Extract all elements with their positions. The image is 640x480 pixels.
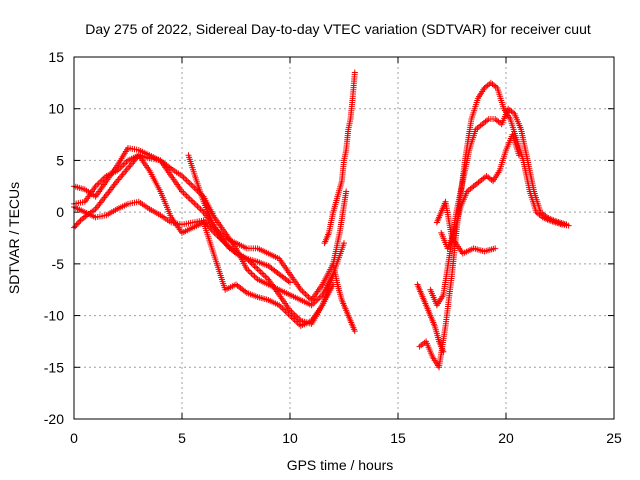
data-point: [305, 294, 312, 301]
data-series: [71, 198, 337, 327]
y-tick-label: 5: [56, 152, 64, 168]
data-point: [316, 294, 323, 301]
data-series: [433, 198, 499, 257]
data-series: [438, 131, 522, 252]
data-point: [256, 267, 263, 274]
y-tick-label: 0: [56, 204, 64, 220]
data-point: [180, 189, 187, 196]
y-tick-label: -20: [44, 411, 64, 427]
y-tick-label: -5: [52, 256, 65, 272]
data-point: [343, 188, 350, 195]
data-point: [302, 291, 309, 298]
plot-frame: [73, 56, 615, 420]
x-tick-label: 10: [282, 430, 298, 446]
data-point: [195, 204, 202, 211]
x-axis-label: GPS time / hours: [287, 457, 394, 473]
data-point: [94, 181, 101, 188]
data-point: [246, 268, 253, 275]
data-point: [76, 218, 83, 225]
data-point: [189, 198, 196, 205]
data-series: [71, 152, 337, 329]
data-point: [199, 207, 206, 214]
data-series: [330, 260, 358, 335]
data-point: [257, 268, 264, 275]
data-point: [296, 321, 303, 328]
x-tick-label: 5: [178, 430, 186, 446]
data-point: [74, 220, 81, 227]
y-axis-label: SDTVAR / TECUs: [6, 182, 22, 294]
data-point: [254, 266, 261, 273]
data-point: [260, 271, 267, 278]
data-point: [515, 152, 522, 159]
data-point: [120, 161, 127, 168]
data-point: [249, 271, 256, 278]
data-point: [183, 177, 190, 184]
data-point: [253, 264, 260, 271]
data-series: [71, 145, 350, 304]
data-point: [440, 348, 447, 355]
axis-ticks: 0 5 10 15 20 25 -20 -15 -10 -5 0 5 10 15: [44, 49, 622, 446]
data-point: [262, 273, 269, 280]
data-point: [72, 223, 79, 230]
data-series: [321, 69, 358, 247]
data-series: [416, 79, 572, 371]
data-point: [186, 180, 193, 187]
data-series: [414, 281, 447, 355]
data-point: [185, 178, 192, 185]
data-point: [194, 203, 201, 210]
x-tick-label: 15: [390, 430, 406, 446]
x-tick-label: 25: [606, 430, 622, 446]
data-point: [259, 270, 266, 277]
y-tick-label: 15: [48, 49, 64, 65]
data-point: [197, 206, 204, 213]
y-tick-label: -10: [44, 308, 64, 324]
data-point: [279, 305, 286, 312]
data-point: [95, 180, 102, 187]
data-point: [73, 221, 80, 228]
data-point: [492, 245, 499, 252]
data-point: [188, 197, 195, 204]
data-point: [186, 195, 193, 202]
data-point: [341, 240, 347, 247]
data-point: [183, 192, 190, 199]
data-series: [185, 152, 293, 286]
x-tick-label: 20: [498, 430, 514, 446]
grid-lines: [74, 57, 614, 419]
data-point: [185, 194, 192, 201]
data-point: [192, 201, 199, 208]
data-point: [182, 175, 189, 182]
data-point: [303, 292, 310, 299]
data-point: [182, 191, 189, 198]
data-point: [251, 263, 258, 270]
chart-title: Day 275 of 2022, Sidereal Day-to-day VTE…: [85, 21, 591, 37]
data-point: [310, 300, 317, 307]
data-point: [188, 181, 195, 188]
data-point: [180, 174, 187, 181]
data-point: [191, 200, 198, 207]
data-point: [300, 289, 307, 296]
data-point: [351, 328, 358, 335]
data-point: [225, 243, 232, 250]
y-tick-label: 10: [48, 101, 64, 117]
data-point: [251, 273, 258, 280]
x-tick-label: 0: [70, 430, 78, 446]
data-point: [248, 270, 255, 277]
data-point: [351, 69, 358, 76]
data-series: [427, 105, 570, 309]
data-point: [121, 160, 128, 167]
y-tick-label: -15: [44, 359, 64, 375]
data-point: [299, 288, 306, 295]
data-points: [71, 69, 572, 371]
data-point: [287, 279, 293, 286]
data-point: [563, 221, 570, 228]
